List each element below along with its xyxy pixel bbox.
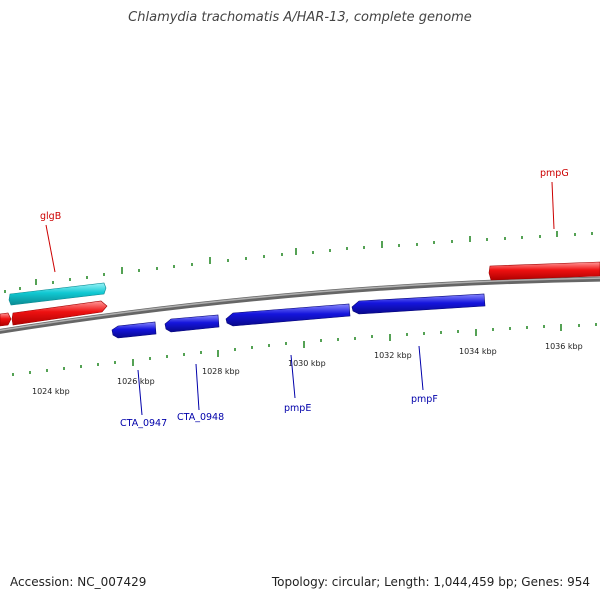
- accession-label: Accession: NC_007429: [10, 575, 147, 589]
- scale-label-1026: 1026 kbp: [117, 377, 155, 386]
- gene-reverse-CTA_0948[interactable]: [164, 314, 220, 333]
- gene-forward-pmpG[interactable]: [488, 261, 600, 281]
- scale-label-1024: 1024 kbp: [32, 387, 70, 396]
- gene-label-pmpE[interactable]: pmpE: [284, 403, 311, 414]
- gene-reverse-pmpE[interactable]: [225, 303, 351, 327]
- gene-label-CTA_0948[interactable]: CTA_0948: [177, 412, 224, 423]
- gene-reverse-CTA_0947[interactable]: [111, 321, 157, 339]
- gene-label-connectors: [45, 181, 555, 416]
- genome-backbone: [0, 276, 600, 334]
- gene-forward-glgB[interactable]: [11, 300, 108, 326]
- gene-label-CTA_0947[interactable]: CTA_0947: [120, 418, 167, 429]
- genome-backbone-highlight: [0, 277, 600, 332]
- inner-tick-row: [12, 323, 597, 376]
- scale-label-1030: 1030 kbp: [288, 359, 326, 368]
- gene-reverse-pmpF[interactable]: [351, 293, 486, 315]
- scale-label-1036: 1036 kbp: [545, 342, 583, 351]
- scale-label-1028: 1028 kbp: [202, 367, 240, 376]
- gene-label-glgB[interactable]: glgB: [40, 211, 61, 222]
- outer-tick-row: [4, 231, 593, 293]
- gene-forward-left-edge[interactable]: [0, 312, 12, 327]
- scale-label-1032: 1032 kbp: [374, 351, 412, 360]
- scale-label-1034: 1034 kbp: [459, 347, 497, 356]
- genome-summary-label: Topology: circular; Length: 1,044,459 bp…: [271, 575, 590, 589]
- gene-label-pmpF[interactable]: pmpF: [411, 394, 438, 405]
- gene-glgB-rna-feature[interactable]: [8, 282, 107, 306]
- map-title: Chlamydia trachomatis A/HAR-13, complete…: [128, 10, 472, 25]
- gene-label-pmpG[interactable]: pmpG: [540, 168, 569, 179]
